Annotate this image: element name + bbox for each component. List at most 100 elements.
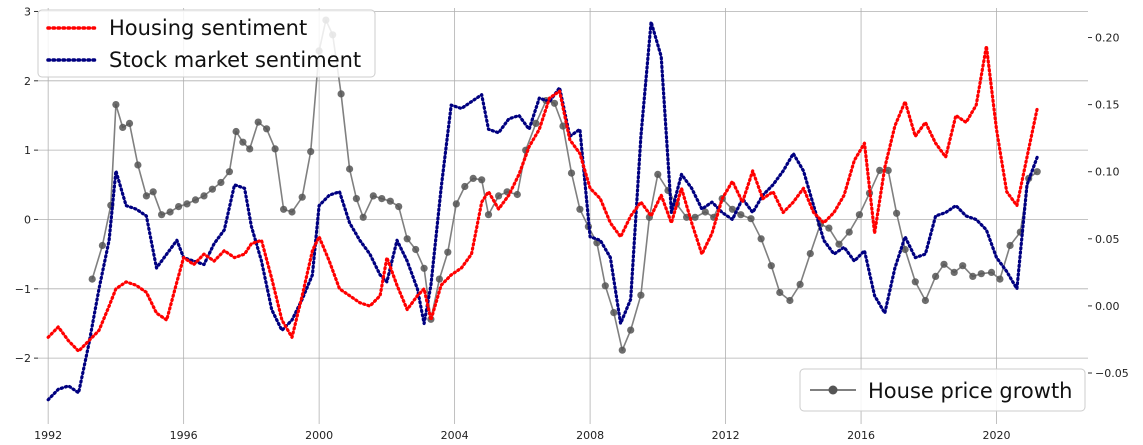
y2-tick-label: 0.05 xyxy=(1095,233,1120,246)
house-price-point xyxy=(359,213,367,221)
house-price-point xyxy=(378,195,386,203)
house-price-point xyxy=(263,125,271,133)
house-price-point xyxy=(149,188,157,196)
house-price-point xyxy=(776,288,784,297)
house-price-point xyxy=(112,101,120,109)
y2-tick-label: 0.10 xyxy=(1095,166,1120,179)
house-price-point xyxy=(271,145,279,153)
house-price-point xyxy=(134,161,142,169)
house-price-point xyxy=(757,235,765,243)
legend-right: House price growth xyxy=(799,368,1086,412)
house-price-point xyxy=(627,326,635,334)
house-price-point xyxy=(183,200,191,208)
house-price-point xyxy=(796,280,804,288)
house-price-point xyxy=(208,185,216,193)
house-price-point xyxy=(532,119,540,127)
house-price-point xyxy=(747,215,755,223)
house-price-point xyxy=(876,166,884,174)
house-price-point xyxy=(691,213,699,221)
house-price-point xyxy=(386,197,394,205)
house-price-point xyxy=(950,268,958,276)
series-stock-market-sentiment xyxy=(46,20,1039,402)
legend-right-frame xyxy=(799,368,1086,412)
house-price-point xyxy=(737,211,745,219)
house-price-point xyxy=(125,119,134,127)
house-price-point xyxy=(254,118,262,126)
house-price-point xyxy=(911,278,919,286)
y-tick-label: −1 xyxy=(15,283,31,296)
house-price-point xyxy=(728,205,737,213)
house-price-point xyxy=(576,205,584,213)
x-tick-label: 1992 xyxy=(34,429,62,442)
house-price-point xyxy=(444,248,452,256)
house-price-point xyxy=(825,224,833,232)
house-price-point xyxy=(884,166,892,174)
house-price-point xyxy=(119,123,127,131)
y2-tick-label: −0.05 xyxy=(1095,367,1129,380)
y-tick-label: 3 xyxy=(24,5,31,18)
house-price-point xyxy=(412,245,420,254)
x-tick-label: 2004 xyxy=(441,429,469,442)
house-price-point xyxy=(98,241,106,250)
x-tick-label: 2000 xyxy=(305,429,333,442)
house-price-point xyxy=(806,250,814,258)
house-price-point xyxy=(232,127,240,136)
house-price-point xyxy=(559,122,567,130)
house-price-point xyxy=(767,262,775,270)
y-tick-label: 1 xyxy=(24,144,31,157)
legend-marker-house-price xyxy=(828,385,838,395)
house-price-point xyxy=(932,272,940,280)
house-price-point xyxy=(495,192,503,200)
house-price-point xyxy=(654,170,662,178)
x-tick-label: 1996 xyxy=(170,429,198,442)
house-price-point xyxy=(158,211,166,219)
house-price-point xyxy=(567,169,576,177)
x-tick-label: 2008 xyxy=(576,429,604,442)
x-tick-label: 2020 xyxy=(983,429,1011,442)
y-tick-label: −2 xyxy=(15,352,31,365)
house-price-point xyxy=(239,138,247,146)
house-price-point xyxy=(940,260,948,268)
house-price-point xyxy=(469,174,477,182)
house-price-point xyxy=(175,203,183,211)
house-price-point xyxy=(845,228,853,236)
house-price-point xyxy=(452,200,460,208)
house-price-point xyxy=(461,182,469,191)
house-price-point xyxy=(369,192,377,200)
house-price-point xyxy=(142,192,150,200)
tick-labels: 1992 1996 2000 2004 2008 2012 2016 2020 −2 −1 0 1 2 3… xyxy=(15,5,1129,442)
house-price-point xyxy=(420,264,428,272)
house-price-point xyxy=(435,275,443,283)
house-price-point xyxy=(395,203,403,211)
house-price-point xyxy=(921,296,930,305)
axes xyxy=(34,10,1092,374)
house-price-point xyxy=(893,209,901,217)
y-tick-label: 0 xyxy=(24,213,31,226)
house-price-point xyxy=(403,235,411,243)
house-price-point xyxy=(166,208,174,216)
y-tick-label: 2 xyxy=(24,75,31,88)
house-price-point xyxy=(637,291,645,299)
house-price-point xyxy=(288,208,296,216)
legend-left: Housing sentiment Stock market sentiment xyxy=(37,9,376,78)
house-price-point xyxy=(217,178,225,187)
house-price-point xyxy=(701,208,709,216)
house-price-point xyxy=(996,275,1004,283)
house-price-point xyxy=(513,190,521,199)
house-price-point xyxy=(200,192,208,200)
series-line xyxy=(46,20,1039,402)
house-price-point xyxy=(786,296,794,305)
house-price-point xyxy=(225,168,233,176)
house-price-point xyxy=(478,176,486,184)
house-price-point xyxy=(1006,241,1014,250)
house-price-point xyxy=(1033,168,1041,176)
house-price-point xyxy=(835,240,843,248)
house-price-point xyxy=(855,211,864,219)
legend-label-housing: Housing sentiment xyxy=(109,16,307,40)
series-line xyxy=(46,44,1039,353)
house-price-point xyxy=(601,282,609,290)
legend-label-stock: Stock market sentiment xyxy=(109,48,361,72)
house-price-point xyxy=(307,148,315,156)
house-price-point xyxy=(618,346,626,354)
